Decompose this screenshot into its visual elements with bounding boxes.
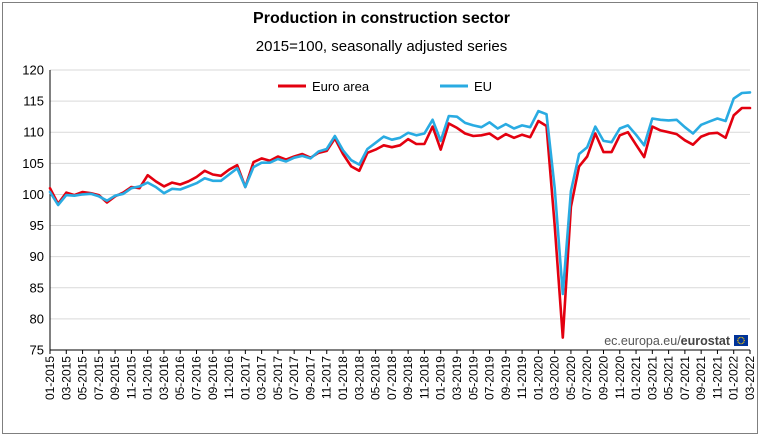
x-tick-label: 11-2019 [515, 356, 529, 399]
x-tick-label: 01-2022 [727, 356, 741, 400]
x-tick-label: 11-2016 [222, 356, 236, 399]
y-tick-label: 75 [30, 343, 44, 358]
x-tick-label: 03-2018 [352, 356, 366, 400]
x-tick-label: 07-2018 [385, 356, 399, 400]
x-tick-label: 05-2015 [76, 356, 90, 400]
eu-flag-star [740, 336, 742, 338]
x-tick-label: 05-2019 [466, 356, 480, 400]
chart-frame [2, 2, 758, 434]
x-tick-label: 09-2016 [206, 356, 220, 400]
x-tick-label: 03-2015 [59, 356, 73, 400]
x-tick-label: 01-2015 [43, 356, 57, 400]
x-tick-label: 05-2017 [271, 356, 285, 400]
y-tick-label: 85 [30, 280, 44, 295]
x-tick-label: 03-2017 [255, 356, 269, 400]
x-tick-label: 09-2020 [596, 356, 610, 400]
eu-flag-star [743, 341, 745, 343]
eu-flag-star [737, 339, 739, 342]
x-tick-label: 11-2015 [124, 356, 138, 399]
x-tick-label: 07-2015 [92, 356, 106, 400]
x-tick-label: 05-2016 [173, 356, 187, 400]
x-tick-label: 03-2019 [450, 356, 464, 400]
eu-flag-star [742, 342, 744, 344]
eu-flag-star [743, 338, 745, 340]
legend-label-eu: EU [474, 79, 492, 94]
legend-label-euro-area: Euro area [312, 79, 370, 94]
y-tick-label: 115 [23, 94, 44, 109]
y-tick-label: 110 [23, 125, 44, 140]
eu-flag-star [737, 341, 739, 343]
x-tick-label: 11-2017 [320, 356, 334, 399]
x-tick-label: 11-2020 [613, 356, 627, 399]
x-tick-label: 09-2019 [499, 356, 513, 400]
x-tick-label: 01-2020 [531, 356, 545, 400]
x-tick-label: 03-2020 [548, 356, 562, 400]
y-tick-label: 95 [30, 218, 44, 233]
x-tick-label: 05-2021 [662, 356, 676, 400]
x-tick-label: 03-2021 [645, 356, 659, 400]
eu-flag-star [743, 339, 745, 342]
eu-flag-star [738, 337, 741, 339]
x-tick-label: 07-2020 [580, 356, 594, 400]
x-tick-label: 09-2015 [108, 356, 122, 400]
eu-flag-star [738, 342, 741, 344]
y-tick-label: 100 [22, 187, 44, 202]
x-tick-label: 07-2017 [287, 356, 301, 400]
x-tick-label: 11-2018 [417, 356, 431, 399]
eu-flag-star [742, 337, 744, 339]
x-tick-label: 01-2017 [238, 356, 252, 400]
x-tick-label: 01-2018 [336, 356, 350, 400]
x-tick-label: 09-2018 [401, 356, 415, 400]
x-tick-label: 07-2019 [483, 356, 497, 400]
x-tick-label: 09-2021 [694, 356, 708, 400]
x-tick-label: 07-2021 [678, 356, 692, 400]
series-line-euro-area [48, 106, 752, 339]
x-tick-label: 03-2016 [157, 356, 171, 400]
y-tick-label: 105 [22, 156, 44, 171]
x-tick-label: 03-2022 [743, 356, 757, 400]
series-line-eu [48, 91, 752, 296]
y-tick-label: 90 [30, 249, 44, 264]
chart-title: Production in construction sector [253, 10, 510, 27]
source-credit: ec.europa.eu/eurostat [604, 334, 731, 348]
eu-flag-icon [734, 335, 748, 346]
x-tick-label: 05-2020 [564, 356, 578, 400]
y-tick-label: 120 [22, 63, 44, 78]
x-tick-label: 01-2021 [629, 356, 643, 400]
x-tick-label: 05-2018 [369, 356, 383, 400]
y-tick-label: 80 [30, 311, 44, 326]
eu-flag-star [740, 343, 742, 345]
x-tick-label: 07-2016 [190, 356, 204, 400]
x-tick-label: 01-2019 [434, 356, 448, 400]
x-tick-label: 09-2017 [303, 356, 317, 400]
eu-flag-star [737, 338, 739, 340]
chart-subtitle: 2015=100, seasonally adjusted series [255, 38, 508, 55]
x-tick-label: 01-2016 [141, 356, 155, 400]
x-tick-label: 11-2021 [710, 356, 724, 399]
